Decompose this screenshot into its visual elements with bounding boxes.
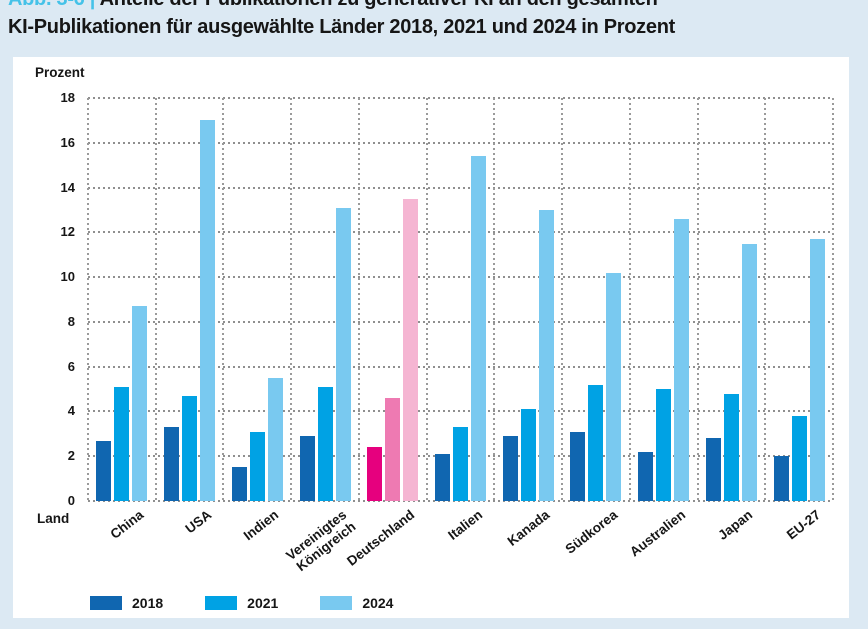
- gridline-x-11: [832, 98, 834, 501]
- x-category-japan: Japan: [715, 507, 756, 543]
- gridline-y-14: [88, 186, 833, 189]
- bar-usa-2018: [164, 427, 180, 501]
- bar-südkorea-2021: [588, 384, 604, 501]
- gridline-y-18: [88, 97, 833, 99]
- gridline-y-10: [88, 276, 833, 279]
- gridline-y-4: [88, 410, 833, 413]
- gridline-y-8: [88, 320, 833, 323]
- bar-kanada-2018: [502, 436, 518, 501]
- legend-swatch-2021: [205, 596, 238, 610]
- chart-panel: Prozent Land 18 16 14 12 10 8 6 4 2 0 China USA Ind…: [13, 57, 849, 618]
- gridline-x-5: [425, 98, 428, 501]
- bar-indien-2021: [249, 431, 265, 501]
- legend-item-2024: 2024: [320, 595, 393, 611]
- bar-eu-27-2018: [773, 456, 789, 501]
- bar-australien-2018: [638, 451, 654, 501]
- gridline-y-6: [88, 365, 833, 368]
- bar-japan-2018: [705, 438, 721, 501]
- gridline-x-9: [696, 98, 699, 501]
- bar-australien-2021: [656, 389, 672, 501]
- y-axis-title: Prozent: [35, 65, 85, 80]
- x-axis-title: Land: [37, 511, 70, 526]
- bar-japan-2024: [741, 243, 757, 501]
- figure-number: Abb. 3-6 |: [8, 0, 95, 10]
- bar-japan-2021: [723, 393, 739, 501]
- y-tick-16: 16: [60, 134, 75, 150]
- y-tick-18: 18: [60, 90, 75, 105]
- legend-label-2021: 2021: [247, 595, 279, 611]
- y-tick-12: 12: [60, 224, 75, 240]
- bar-italien-2021: [453, 427, 468, 501]
- bar-vereinigtes-königreich-2018: [299, 436, 315, 501]
- bar-usa-2024: [200, 120, 216, 501]
- y-tick-0: 0: [67, 493, 75, 508]
- bar-eu-27-2024: [809, 239, 825, 501]
- x-category-eu-27: EU-27: [783, 507, 824, 543]
- figure-title: Abb. 3-6 | Anteile der Publikationen zu …: [8, 0, 848, 41]
- bar-deutschland-2024: [403, 198, 419, 501]
- bar-australien-2024: [674, 218, 690, 501]
- y-tick-2: 2: [67, 448, 75, 464]
- legend-label-2018: 2018: [132, 595, 164, 611]
- gridline-x-3: [290, 98, 293, 501]
- bar-indien-2018: [231, 467, 247, 501]
- bar-china-2024: [132, 306, 148, 501]
- bar-deutschland-2021: [385, 398, 401, 501]
- legend-swatch-2024: [320, 596, 353, 610]
- legend: 2018 2021 2024: [90, 595, 393, 611]
- figure-title-line1: Abb. 3-6 | Anteile der Publikationen zu …: [8, 0, 848, 13]
- bar-deutschland-2018: [367, 447, 383, 501]
- gridline-x-10: [764, 98, 767, 501]
- bar-kanada-2021: [520, 409, 536, 501]
- bar-china-2021: [114, 386, 130, 501]
- plot-area: [87, 97, 834, 502]
- y-tick-4: 4: [67, 403, 75, 419]
- gridline-x-4: [357, 98, 360, 501]
- gridline-x-6: [493, 98, 496, 501]
- x-category-kanada: Kanada: [504, 507, 553, 549]
- x-category-südkorea: Südkorea: [562, 507, 621, 557]
- gridline-x-2: [222, 98, 225, 501]
- legend-item-2018: 2018: [90, 595, 163, 611]
- legend-item-2021: 2021: [205, 595, 278, 611]
- y-tick-6: 6: [67, 358, 75, 374]
- bar-china-2018: [96, 440, 112, 501]
- bar-italien-2018: [435, 453, 450, 501]
- y-tick-10: 10: [60, 269, 75, 285]
- figure-title-line2: KI-Publikationen für ausgewählte Länder …: [8, 16, 675, 38]
- bar-indien-2024: [267, 377, 283, 501]
- bar-kanada-2024: [538, 209, 554, 501]
- bar-südkorea-2024: [606, 272, 622, 501]
- gridline-x-0: [87, 98, 89, 501]
- x-category-australien: Australien: [626, 507, 688, 560]
- gridline-x-8: [628, 98, 631, 501]
- bar-eu-27-2021: [791, 415, 807, 501]
- bar-vereinigtes-königreich-2021: [317, 386, 333, 501]
- gridline-y-16: [88, 141, 833, 144]
- bar-usa-2021: [182, 395, 198, 501]
- gridline-x-7: [561, 98, 564, 501]
- gridline-x-1: [154, 98, 157, 501]
- y-tick-8: 8: [67, 313, 75, 329]
- bar-italien-2024: [471, 156, 486, 501]
- bar-südkorea-2018: [570, 431, 586, 501]
- gridline-y-12: [88, 231, 833, 234]
- legend-swatch-2018: [90, 596, 122, 610]
- gridline-y-0: [88, 500, 833, 502]
- bar-vereinigtes-königreich-2024: [335, 207, 351, 501]
- legend-label-2024: 2024: [362, 595, 394, 611]
- y-tick-14: 14: [60, 179, 75, 195]
